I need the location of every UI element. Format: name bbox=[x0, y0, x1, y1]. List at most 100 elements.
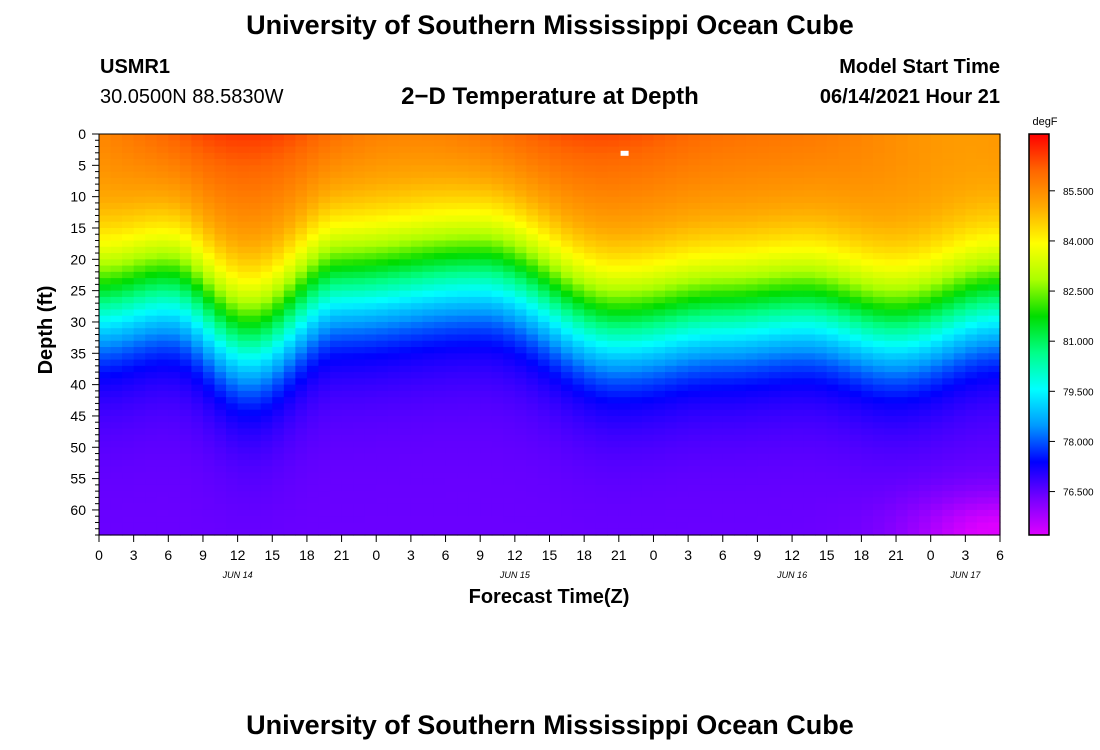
heatmap-cell bbox=[387, 190, 400, 198]
heatmap-cell bbox=[156, 359, 169, 367]
heatmap-cell bbox=[122, 472, 135, 480]
heatmap-cell bbox=[549, 290, 562, 298]
heatmap-cell bbox=[399, 359, 412, 367]
heatmap-cell bbox=[815, 234, 828, 242]
heatmap-cell bbox=[226, 227, 239, 235]
heatmap-cell bbox=[457, 278, 470, 285]
heatmap-cell bbox=[942, 290, 955, 298]
heatmap-cell bbox=[641, 328, 655, 336]
heatmap-cell bbox=[214, 246, 227, 254]
heatmap-cell bbox=[480, 152, 493, 160]
heatmap-cell bbox=[387, 234, 400, 242]
heatmap-cell bbox=[976, 140, 990, 148]
heatmap-cell bbox=[792, 459, 805, 467]
heatmap-cell bbox=[965, 378, 978, 386]
heatmap-cell bbox=[318, 472, 331, 480]
heatmap-cell bbox=[202, 372, 216, 379]
heatmap-cell bbox=[364, 334, 377, 342]
heatmap-cell bbox=[618, 134, 631, 141]
heatmap-cell bbox=[145, 441, 158, 448]
heatmap-cell bbox=[191, 190, 204, 198]
heatmap-cell bbox=[99, 165, 112, 173]
heatmap-cell bbox=[815, 215, 828, 223]
heatmap-cell bbox=[422, 397, 435, 405]
heatmap-cell bbox=[480, 453, 493, 461]
heatmap-cell bbox=[849, 466, 862, 473]
heatmap-cell bbox=[410, 177, 424, 185]
heatmap-cell bbox=[260, 422, 273, 430]
heatmap-cell bbox=[491, 365, 504, 373]
heatmap-cell bbox=[953, 309, 966, 317]
heatmap-cell bbox=[734, 372, 747, 379]
heatmap-cell bbox=[641, 296, 655, 304]
heatmap-cell bbox=[584, 491, 597, 499]
heatmap-cell bbox=[826, 171, 839, 179]
heatmap-cell bbox=[318, 365, 331, 373]
heatmap-cell bbox=[260, 165, 273, 173]
heatmap-cell bbox=[410, 221, 424, 229]
heatmap-cell bbox=[399, 190, 412, 198]
heatmap-cell bbox=[537, 146, 551, 154]
heatmap-cell bbox=[110, 321, 123, 329]
heatmap-cell bbox=[341, 278, 354, 285]
heatmap-cell bbox=[630, 152, 643, 160]
heatmap-cell bbox=[410, 146, 424, 154]
heatmap-cell bbox=[422, 422, 435, 430]
heatmap-cell bbox=[260, 215, 273, 223]
heatmap-cell bbox=[122, 134, 135, 141]
heatmap-cell bbox=[919, 409, 932, 417]
heatmap-cell bbox=[768, 234, 782, 242]
heatmap-cell bbox=[849, 359, 862, 367]
heatmap-cell bbox=[387, 253, 400, 260]
heatmap-cell bbox=[249, 134, 262, 141]
heatmap-cell bbox=[561, 372, 574, 379]
heatmap-cell bbox=[341, 177, 354, 185]
heatmap-cell bbox=[722, 484, 735, 492]
heatmap-cell bbox=[665, 215, 678, 223]
heatmap-cell bbox=[688, 359, 701, 367]
heatmap-cell bbox=[537, 528, 551, 536]
heatmap-cell bbox=[330, 384, 343, 392]
heatmap-cell bbox=[919, 447, 932, 455]
heatmap-cell bbox=[965, 328, 978, 336]
heatmap-cell bbox=[272, 441, 285, 448]
heatmap-cell bbox=[283, 240, 296, 248]
heatmap-cell bbox=[318, 171, 331, 179]
heatmap-cell bbox=[491, 453, 504, 461]
heatmap-cell bbox=[584, 278, 597, 285]
heatmap-cell bbox=[826, 491, 839, 499]
heatmap-cell bbox=[745, 353, 759, 361]
heatmap-cell bbox=[168, 321, 181, 329]
heatmap-cell bbox=[838, 159, 851, 166]
heatmap-cell bbox=[584, 403, 597, 411]
heatmap-cell bbox=[595, 441, 608, 448]
heatmap-cell bbox=[295, 296, 308, 304]
heatmap-cell bbox=[803, 209, 816, 217]
heatmap-cell bbox=[711, 428, 724, 436]
heatmap-cell bbox=[514, 140, 527, 148]
heatmap-cell bbox=[896, 422, 909, 430]
heatmap-cell bbox=[480, 196, 493, 204]
heatmap-cell bbox=[179, 290, 193, 298]
heatmap-cell bbox=[653, 278, 666, 285]
heatmap-cell bbox=[237, 278, 250, 285]
heatmap-cell bbox=[676, 503, 689, 511]
heatmap-cell bbox=[318, 234, 331, 242]
heatmap-cell bbox=[179, 497, 193, 505]
heatmap-cell bbox=[653, 334, 666, 342]
heatmap-cell bbox=[803, 353, 816, 361]
heatmap-cell bbox=[630, 253, 643, 260]
station-id: USMR1 bbox=[100, 56, 171, 78]
heatmap-cell bbox=[618, 234, 631, 242]
heatmap-cell bbox=[145, 265, 158, 273]
heatmap-cell bbox=[179, 165, 193, 173]
heatmap-cell bbox=[896, 434, 909, 442]
heatmap-cell bbox=[884, 159, 897, 166]
heatmap-cell bbox=[272, 422, 285, 430]
heatmap-cell bbox=[457, 177, 470, 185]
heatmap-cell bbox=[641, 309, 655, 317]
heatmap-cell bbox=[468, 159, 481, 166]
heatmap-cell bbox=[988, 497, 1001, 505]
heatmap-cell bbox=[965, 415, 978, 423]
heatmap-cell bbox=[930, 365, 943, 373]
